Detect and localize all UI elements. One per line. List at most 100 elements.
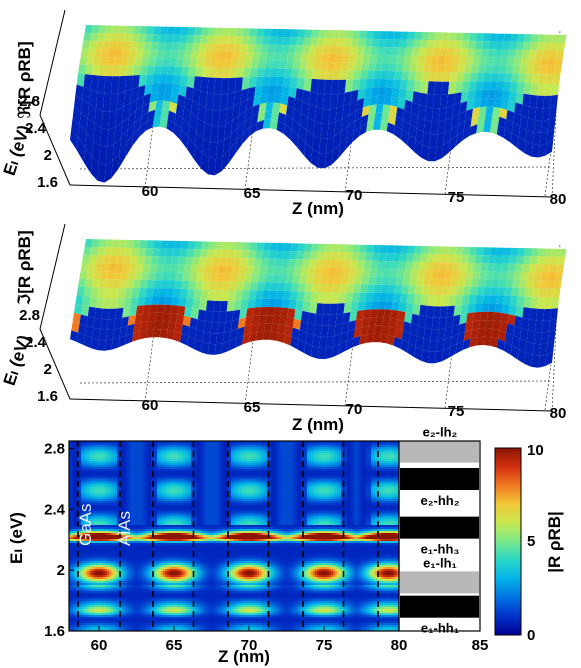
surface-patch xyxy=(226,300,235,312)
surface-patch xyxy=(371,87,380,97)
heatmap-cell xyxy=(133,447,136,450)
heatmap-cell xyxy=(163,453,166,456)
heatmap-cell xyxy=(335,443,338,446)
heatmap-cell xyxy=(177,467,180,470)
surface-patch xyxy=(269,76,278,86)
heatmap-cell xyxy=(169,455,172,458)
surface-patch xyxy=(357,301,366,311)
surface-patch xyxy=(201,27,210,36)
surface-patch xyxy=(279,52,289,61)
surface-patch xyxy=(382,317,391,327)
heatmap-cell xyxy=(207,479,210,482)
heatmap-cell xyxy=(215,475,218,478)
heatmap-cell xyxy=(83,441,86,444)
heatmap-cell xyxy=(161,461,164,464)
heatmap-cell xyxy=(225,449,228,452)
surface-patch xyxy=(180,129,189,150)
surface-patch xyxy=(97,287,106,299)
surface-patch xyxy=(481,89,490,99)
surface-patch xyxy=(249,332,258,343)
surface-patch xyxy=(533,332,542,345)
surface-patch xyxy=(295,88,304,102)
heatmap-cell xyxy=(273,443,276,446)
surface-patch xyxy=(182,58,191,67)
heatmap-cell xyxy=(103,475,106,478)
heatmap-cell xyxy=(229,449,232,452)
heatmap-cell xyxy=(217,451,220,454)
surface-patch xyxy=(539,280,548,289)
heatmap-cell xyxy=(371,467,374,470)
heatmap-cell xyxy=(279,469,282,472)
heatmap-cell xyxy=(85,465,88,468)
heatmap-cell xyxy=(275,469,278,472)
heatmap-cell xyxy=(313,455,316,458)
heatmap-cell xyxy=(397,469,400,472)
heatmap-cell xyxy=(257,471,260,474)
heatmap-cells xyxy=(69,441,400,632)
heatmap-cell xyxy=(379,451,382,454)
heatmap-cell xyxy=(345,459,348,462)
heatmap-cell xyxy=(375,471,378,474)
heatmap-cell xyxy=(149,471,152,474)
heatmap-cell xyxy=(285,473,288,476)
heatmap-cell xyxy=(87,465,90,468)
surface-patch xyxy=(329,46,338,54)
surface-patch xyxy=(517,248,526,257)
surface-patch xyxy=(280,307,289,317)
surface-patch xyxy=(379,292,388,302)
surface-patch xyxy=(386,79,395,88)
heatmap-cell xyxy=(91,479,94,482)
heatmap-cell xyxy=(211,445,214,448)
heatmap-cell xyxy=(385,451,388,454)
surface-patch xyxy=(255,331,265,341)
surface-patch xyxy=(95,41,104,50)
surface-patch xyxy=(476,247,485,256)
surface-patch xyxy=(142,93,151,106)
heatmap-cell xyxy=(85,459,88,462)
surface-patch xyxy=(299,112,308,131)
heatmap-cell xyxy=(137,475,140,478)
surface-patch xyxy=(394,285,403,294)
heatmap-cell xyxy=(209,473,212,476)
heatmap-cell xyxy=(175,475,178,478)
surface-patch xyxy=(189,112,198,132)
surface-patch xyxy=(84,278,94,288)
heatmap-cell xyxy=(131,477,134,480)
heatmap-cell xyxy=(327,463,330,466)
heatmap-cell xyxy=(111,445,114,448)
heatmap-cell xyxy=(297,459,300,462)
heatmap-cell xyxy=(273,475,276,478)
heatmap-cell xyxy=(219,453,222,456)
surface-patch xyxy=(400,129,409,146)
heatmap-cell xyxy=(153,473,156,476)
heatmap-cell xyxy=(237,451,240,454)
heatmap-cell xyxy=(281,453,284,456)
heatmap-cell xyxy=(113,467,116,470)
heatmap-cell xyxy=(241,441,244,444)
surface-patch xyxy=(129,306,138,317)
heatmap-cell xyxy=(113,461,116,464)
heatmap-cell xyxy=(221,467,224,470)
heatmap-cell xyxy=(237,453,240,456)
heatmap-cell xyxy=(133,473,136,476)
heatmap-cell xyxy=(269,467,272,470)
heatmap-cell xyxy=(233,459,236,462)
heatmap-cell xyxy=(93,453,96,456)
heatmap-cell xyxy=(397,457,400,460)
heatmap-cell xyxy=(389,471,392,474)
heatmap-cell xyxy=(373,471,376,474)
heatmap-cell xyxy=(265,453,268,456)
heatmap-cell xyxy=(377,477,380,480)
heatmap-cell xyxy=(173,459,176,462)
heatmap-cell xyxy=(121,451,124,454)
heatmap-cell xyxy=(249,475,252,478)
heatmap-cell xyxy=(147,465,150,468)
surface-patch xyxy=(266,52,275,61)
surface-patch xyxy=(494,303,503,313)
surface-patch xyxy=(297,29,306,38)
heatmap-cell xyxy=(161,473,164,476)
surface-patch xyxy=(178,42,187,51)
surface-patch xyxy=(542,264,551,273)
heatmap-cell xyxy=(343,477,346,480)
heatmap-cell xyxy=(225,443,228,446)
